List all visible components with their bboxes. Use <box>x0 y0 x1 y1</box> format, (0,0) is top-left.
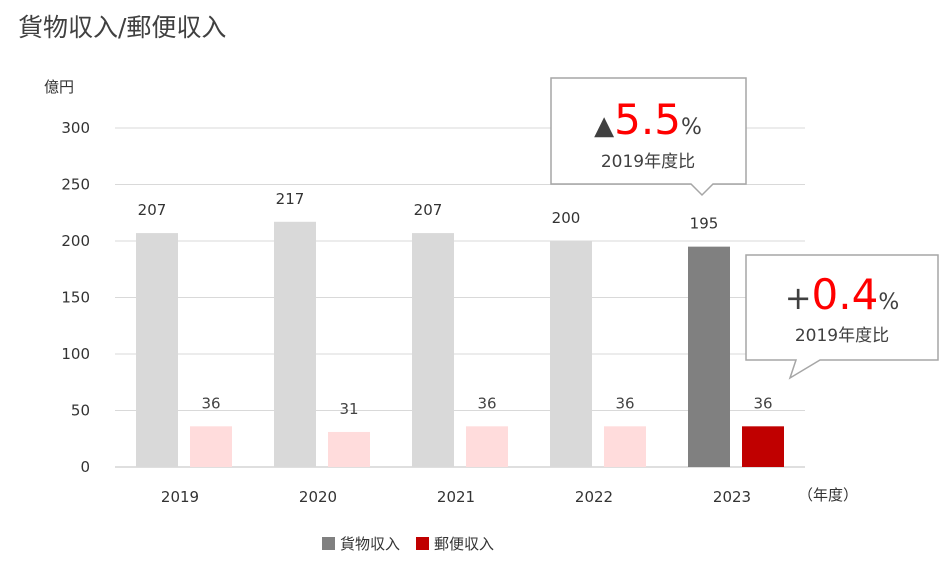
y-tick-label-50: 50 <box>71 402 90 420</box>
chart-legend: 貨物収入 郵便収入 <box>322 533 494 554</box>
y-tick-label-150: 150 <box>61 289 90 307</box>
bar-cargo-2020 <box>274 221 316 467</box>
legend-item-mail: 郵便収入 <box>416 533 494 554</box>
bar-cargo-2021 <box>412 233 454 467</box>
cargo-change-value: 5.5 <box>614 95 681 144</box>
bar-mail-2022 <box>604 426 646 467</box>
mail-callout-caption: 2019年度比 <box>795 326 889 346</box>
data-label-mail-2021: 36 <box>477 394 496 412</box>
bar-cargo-2019 <box>136 233 178 467</box>
svg-text:▲5.5%: ▲5.5% <box>594 95 702 144</box>
bar-mail-2021 <box>466 426 508 467</box>
y-tick-label-100: 100 <box>61 345 90 363</box>
cargo-change-symbol: ▲ <box>594 111 614 141</box>
x-tick-label-2021: 2021 <box>437 488 475 506</box>
bar-mail-2019 <box>190 426 232 467</box>
mail-change-unit: % <box>878 290 899 315</box>
bar-cargo-2022 <box>550 241 592 467</box>
legend-swatch-mail <box>416 537 430 550</box>
mail-change-value: 0.4 <box>812 270 879 319</box>
y-tick-label-200: 200 <box>61 232 90 250</box>
x-tick-label-2019: 2019 <box>161 488 199 506</box>
bar-mail-2020 <box>328 431 370 467</box>
cargo-callout: ▲5.5% 2019年度比 <box>550 77 747 197</box>
legend-label-cargo: 貨物収入 <box>340 535 401 553</box>
legend-swatch-cargo <box>322 537 335 550</box>
data-label-mail-2023: 36 <box>753 394 772 412</box>
data-label-mail-2020: 31 <box>339 400 358 418</box>
cargo-callout-caption: 2019年度比 <box>601 152 695 172</box>
data-label-mail-2019: 36 <box>201 394 220 412</box>
bar-chart: 0 50 100 150 200 250 300 億円 （年度） 207 36 2019 217 31 20… <box>44 78 858 506</box>
y-axis-unit-label: 億円 <box>44 78 74 96</box>
data-label-mail-2022: 36 <box>615 394 634 412</box>
data-label-cargo-2021: 207 <box>414 201 443 219</box>
x-tick-label-2022: 2022 <box>575 488 613 506</box>
mail-change-symbol: + <box>785 279 812 317</box>
cargo-change-unit: % <box>681 115 702 140</box>
x-axis-unit-label: （年度） <box>798 486 858 504</box>
y-tick-label-300: 300 <box>61 119 90 137</box>
svg-text:+0.4%: +0.4% <box>785 270 900 319</box>
bar-mail-2023 <box>742 426 784 467</box>
y-tick-label-250: 250 <box>61 176 90 194</box>
data-label-cargo-2023: 195 <box>690 215 719 233</box>
legend-item-cargo: 貨物収入 <box>322 533 400 554</box>
bar-cargo-2023 <box>688 246 730 467</box>
data-label-cargo-2019: 207 <box>138 201 167 219</box>
data-label-cargo-2022: 200 <box>552 209 581 227</box>
mail-callout: +0.4% 2019年度比 <box>745 254 939 380</box>
x-tick-label-2020: 2020 <box>299 488 337 506</box>
mail-callout-box <box>745 254 939 380</box>
legend-label-mail: 郵便収入 <box>434 535 495 553</box>
cargo-callout-box <box>550 77 747 197</box>
data-label-cargo-2020: 217 <box>276 190 305 208</box>
x-tick-label-2023: 2023 <box>713 488 751 506</box>
chart-title: 貨物収入/郵便収入 <box>18 13 227 42</box>
y-tick-label-0: 0 <box>80 458 90 476</box>
